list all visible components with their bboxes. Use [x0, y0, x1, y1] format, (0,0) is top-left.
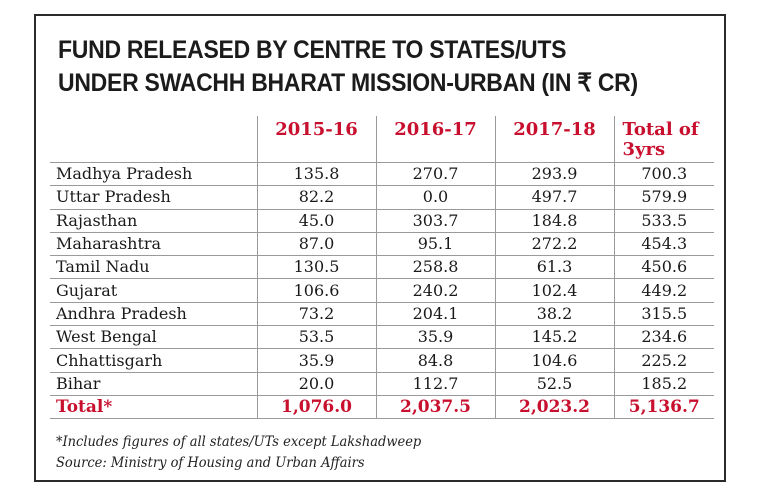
table-row: Bihar 20.0 112.7 52.5 185.2 — [50, 372, 714, 396]
fund-table: 2015-16 2016-17 2017-18 Total of 3yrs Ma… — [50, 116, 714, 420]
value-cell: 579.9 — [613, 185, 714, 210]
value-cell: 270.7 — [375, 162, 495, 187]
source-note: Source: Ministry of Housing and Urban Af… — [56, 455, 365, 471]
value-cell: 700.3 — [613, 162, 714, 187]
state-name: Rajasthan — [50, 209, 257, 233]
table-row: Andhra Pradesh 73.2 204.1 38.2 315.5 — [50, 302, 714, 327]
state-name: Uttar Pradesh — [50, 185, 257, 210]
state-name: Tamil Nadu — [50, 255, 257, 280]
value-cell: 45.0 — [256, 209, 376, 233]
value-cell: 0.0 — [375, 185, 495, 210]
state-name: Gujarat — [50, 278, 257, 303]
total-row: Total* 1,076.0 2,037.5 2,023.2 5,136.7 — [50, 395, 714, 420]
table-row: West Bengal 53.5 35.9 145.2 234.6 — [50, 325, 714, 350]
header-total-label: Total of 3yrs — [622, 119, 699, 160]
value-cell: 315.5 — [613, 302, 714, 327]
value-cell: 53.5 — [256, 325, 376, 350]
chart-title-line-2: UNDER SWACHH BHARAT MISSION-URBAN (IN ₹ … — [58, 69, 638, 97]
total-label: Total* — [50, 395, 257, 420]
total-value: 2,023.2 — [494, 395, 614, 420]
header-total: Total of 3yrs — [613, 116, 714, 163]
value-cell: 454.3 — [613, 232, 714, 257]
value-cell: 450.6 — [613, 255, 714, 280]
table-row: Maharashtra 87.0 95.1 272.2 454.3 — [50, 232, 714, 257]
chart-title-line-1: FUND RELEASED BY CENTRE TO STATES/UTS — [58, 36, 567, 64]
header-row: 2015-16 2016-17 2017-18 Total of 3yrs — [50, 116, 714, 163]
value-cell: 533.5 — [613, 209, 714, 233]
chart-frame: FUND RELEASED BY CENTRE TO STATES/UTS UN… — [34, 14, 726, 482]
value-cell: 293.9 — [494, 162, 614, 187]
total-value: 1,076.0 — [256, 395, 376, 420]
value-cell: 497.7 — [494, 185, 614, 210]
value-cell: 145.2 — [494, 325, 614, 350]
value-cell: 130.5 — [256, 255, 376, 280]
table-body: Madhya Pradesh 135.8 270.7 293.9 700.3 Uttar … — [50, 162, 714, 420]
value-cell: 184.8 — [494, 209, 614, 233]
table-row: Tamil Nadu 130.5 258.8 61.3 450.6 — [50, 255, 714, 280]
state-name: Maharashtra — [50, 232, 257, 257]
table-row: Madhya Pradesh 135.8 270.7 293.9 700.3 — [50, 162, 714, 187]
value-cell: 225.2 — [613, 348, 714, 373]
value-cell: 102.4 — [494, 278, 614, 303]
state-name: West Bengal — [50, 325, 257, 350]
state-name: Chhattisgarh — [50, 348, 257, 373]
chart-title: FUND RELEASED BY CENTRE TO STATES/UTS UN… — [58, 34, 665, 100]
value-cell: 303.7 — [375, 209, 495, 233]
header-state — [50, 116, 257, 163]
header-2016-17: 2016-17 — [375, 116, 495, 163]
header-2015-16: 2015-16 — [256, 116, 376, 163]
notes: *Includes figures of all states/UTs exce… — [56, 432, 421, 474]
state-name: Andhra Pradesh — [50, 302, 257, 327]
total-value: 2,037.5 — [375, 395, 495, 420]
footnote: *Includes figures of all states/UTs exce… — [56, 434, 422, 450]
value-cell: 87.0 — [256, 232, 376, 257]
value-cell: 204.1 — [375, 302, 495, 327]
table-row: Gujarat 106.6 240.2 102.4 449.2 — [50, 278, 714, 303]
table-row: Rajasthan 45.0 303.7 184.8 533.5 — [50, 209, 714, 233]
value-cell: 185.2 — [613, 372, 714, 396]
value-cell: 104.6 — [494, 348, 614, 373]
value-cell: 35.9 — [375, 325, 495, 350]
value-cell: 82.2 — [256, 185, 376, 210]
table-row: Chhattisgarh 35.9 84.8 104.6 225.2 — [50, 348, 714, 373]
value-cell: 240.2 — [375, 278, 495, 303]
value-cell: 258.8 — [375, 255, 495, 280]
value-cell: 52.5 — [494, 372, 614, 396]
state-name: Bihar — [50, 372, 257, 396]
value-cell: 84.8 — [375, 348, 495, 373]
value-cell: 95.1 — [375, 232, 495, 257]
value-cell: 112.7 — [375, 372, 495, 396]
value-cell: 106.6 — [256, 278, 376, 303]
value-cell: 272.2 — [494, 232, 614, 257]
value-cell: 35.9 — [256, 348, 376, 373]
value-cell: 234.6 — [613, 325, 714, 350]
total-value: 5,136.7 — [613, 395, 714, 420]
value-cell: 20.0 — [256, 372, 376, 396]
value-cell: 61.3 — [494, 255, 614, 280]
table-row: Uttar Pradesh 82.2 0.0 497.7 579.9 — [50, 185, 714, 210]
value-cell: 135.8 — [256, 162, 376, 187]
value-cell: 73.2 — [256, 302, 376, 327]
value-cell: 38.2 — [494, 302, 614, 327]
state-name: Madhya Pradesh — [50, 162, 257, 187]
header-2017-18: 2017-18 — [494, 116, 614, 163]
value-cell: 449.2 — [613, 278, 714, 303]
